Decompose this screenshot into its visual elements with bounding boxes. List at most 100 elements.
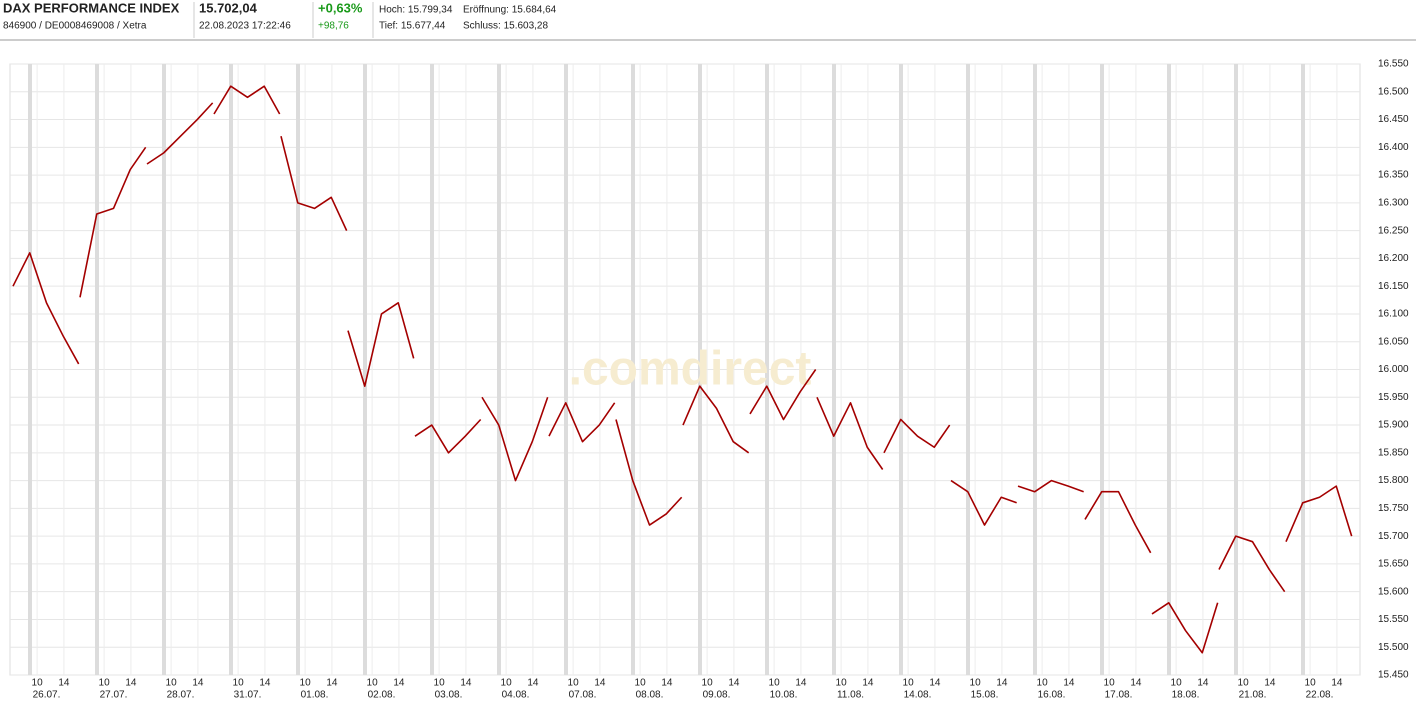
day-separator (1234, 64, 1238, 675)
x-tick-label: 10 (970, 678, 982, 689)
x-day-label: 16.08. (1038, 690, 1066, 701)
day-separator (832, 64, 836, 675)
index-ids: 846900 / DE0008469008 / Xetra (3, 21, 147, 32)
day-separator (765, 64, 769, 675)
x-day-label: 18.08. (1172, 690, 1200, 701)
x-day-label: 14.08. (904, 690, 932, 701)
x-day-label: 31.07. (234, 690, 262, 701)
x-tick-label: 14 (1264, 678, 1276, 689)
day-separator (95, 64, 99, 675)
x-tick-label: 10 (1037, 678, 1049, 689)
y-tick-label: 16.350 (1378, 170, 1409, 181)
y-tick-label: 15.750 (1378, 503, 1409, 514)
low: Tief: 15.677,44 (379, 21, 446, 32)
x-tick-label: 14 (862, 678, 874, 689)
x-day-label: 15.08. (971, 690, 999, 701)
x-day-label: 17.08. (1105, 690, 1133, 701)
x-tick-label: 14 (460, 678, 472, 689)
x-tick-label: 10 (836, 678, 848, 689)
x-tick-label: 10 (166, 678, 178, 689)
change-pct: +0,63% (318, 0, 363, 15)
x-tick-label: 10 (367, 678, 379, 689)
y-tick-label: 15.900 (1378, 420, 1409, 431)
index-name: DAX PERFORMANCE INDEX (3, 0, 180, 15)
day-separator (296, 64, 300, 675)
y-tick-label: 16.250 (1378, 225, 1409, 236)
y-tick-label: 15.700 (1378, 531, 1409, 542)
x-day-label: 04.08. (502, 690, 530, 701)
y-tick-label: 15.500 (1378, 642, 1409, 653)
x-tick-label: 10 (702, 678, 714, 689)
x-day-label: 26.07. (33, 690, 61, 701)
day-separator (1301, 64, 1305, 675)
day-separator (229, 64, 233, 675)
x-tick-label: 14 (1197, 678, 1209, 689)
x-tick-label: 14 (326, 678, 338, 689)
day-separator (698, 64, 702, 675)
x-tick-label: 14 (1130, 678, 1142, 689)
x-day-label: 21.08. (1239, 690, 1267, 701)
timestamp: 22.08.2023 17:22:46 (199, 21, 291, 32)
x-day-label: 08.08. (636, 690, 664, 701)
x-day-label: 09.08. (703, 690, 731, 701)
x-tick-label: 14 (192, 678, 204, 689)
x-day-label: 01.08. (301, 690, 329, 701)
x-tick-label: 14 (929, 678, 941, 689)
x-day-label: 03.08. (435, 690, 463, 701)
close: Schluss: 15.603,28 (463, 21, 548, 32)
x-day-label: 02.08. (368, 690, 396, 701)
y-tick-label: 16.500 (1378, 86, 1409, 97)
x-tick-label: 10 (568, 678, 580, 689)
x-day-label: 11.08. (837, 690, 864, 701)
x-tick-label: 10 (300, 678, 312, 689)
x-tick-label: 14 (125, 678, 137, 689)
day-separator (631, 64, 635, 675)
watermark: .comdirect (569, 343, 812, 396)
y-tick-label: 16.150 (1378, 281, 1409, 292)
x-tick-label: 14 (661, 678, 673, 689)
day-separator (564, 64, 568, 675)
y-tick-label: 15.650 (1378, 559, 1409, 570)
x-tick-label: 10 (1171, 678, 1183, 689)
x-tick-label: 10 (99, 678, 111, 689)
x-tick-label: 10 (903, 678, 915, 689)
day-separator (28, 64, 32, 675)
y-tick-label: 15.450 (1378, 670, 1409, 681)
y-tick-label: 16.400 (1378, 142, 1409, 153)
x-tick-label: 14 (728, 678, 740, 689)
x-tick-label: 10 (1238, 678, 1250, 689)
x-tick-label: 10 (635, 678, 647, 689)
y-tick-label: 15.950 (1378, 392, 1409, 403)
x-tick-label: 10 (32, 678, 44, 689)
x-tick-label: 10 (1305, 678, 1317, 689)
x-tick-label: 14 (996, 678, 1008, 689)
price-line (12, 85, 1353, 654)
x-day-label: 07.08. (569, 690, 597, 701)
x-day-label: 22.08. (1306, 690, 1334, 701)
x-tick-label: 14 (795, 678, 807, 689)
y-tick-label: 16.000 (1378, 364, 1409, 375)
y-tick-label: 16.100 (1378, 309, 1409, 320)
header: DAX PERFORMANCE INDEX 846900 / DE0008469… (0, 0, 1416, 41)
y-tick-label: 16.550 (1378, 59, 1409, 70)
day-separator (899, 64, 903, 675)
x-tick-label: 14 (594, 678, 606, 689)
x-day-label: 28.07. (167, 690, 195, 701)
y-tick-label: 16.450 (1378, 114, 1409, 125)
y-tick-label: 15.600 (1378, 586, 1409, 597)
x-tick-label: 10 (434, 678, 446, 689)
y-tick-label: 16.200 (1378, 253, 1409, 264)
x-tick-label: 10 (769, 678, 781, 689)
change-abs: +98,76 (318, 21, 349, 32)
day-separator (1033, 64, 1037, 675)
y-tick-label: 15.850 (1378, 447, 1409, 458)
x-tick-label: 14 (527, 678, 539, 689)
y-tick-label: 15.800 (1378, 475, 1409, 486)
day-separator (966, 64, 970, 675)
y-tick-label: 16.050 (1378, 336, 1409, 347)
day-separator (1167, 64, 1171, 675)
x-tick-label: 10 (233, 678, 245, 689)
day-separator (497, 64, 501, 675)
x-tick-label: 14 (1063, 678, 1075, 689)
